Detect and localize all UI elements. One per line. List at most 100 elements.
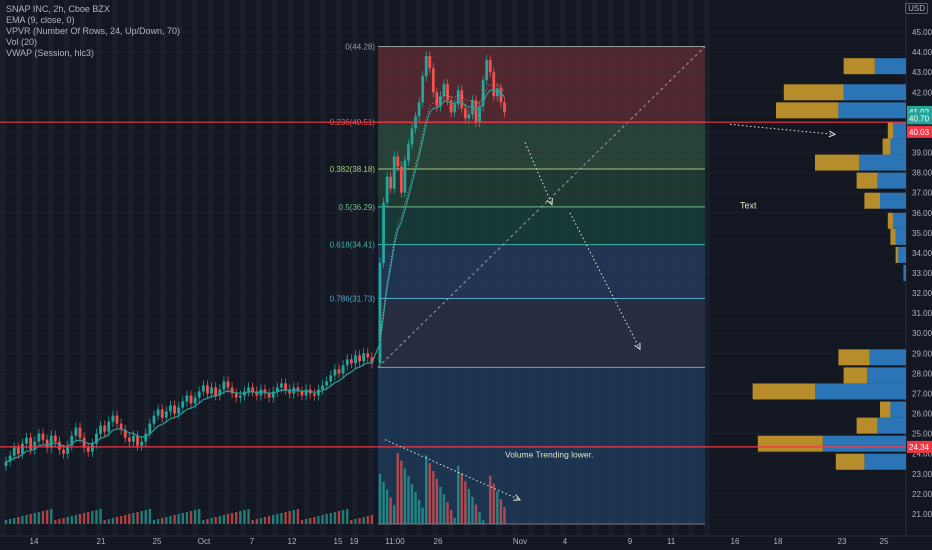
candle-body bbox=[267, 393, 271, 398]
fib-level-label: 0(44.28) bbox=[345, 42, 375, 51]
candle-body bbox=[181, 401, 185, 408]
candle-body bbox=[115, 415, 119, 424]
candle-body bbox=[86, 447, 90, 452]
candle-body bbox=[300, 391, 304, 396]
volume-bar bbox=[124, 515, 127, 524]
volume-bar bbox=[107, 519, 110, 524]
y-tick-label: 27.00 bbox=[912, 389, 932, 398]
candle-body bbox=[410, 128, 414, 145]
y-tick-label: 33.00 bbox=[912, 269, 932, 278]
volume-indicator-label[interactable]: Vol (20) bbox=[6, 37, 38, 47]
volume-bar bbox=[439, 486, 442, 524]
session-stripe bbox=[336, 0, 342, 536]
vpvr-up-bar bbox=[815, 383, 906, 400]
candle-body bbox=[197, 391, 201, 398]
volume-bar bbox=[474, 504, 478, 524]
fib-level-label: 0.382(38.18) bbox=[330, 165, 376, 174]
y-tick-label: 22.00 bbox=[912, 490, 932, 499]
vwap-indicator-label[interactable]: VWAP (Session, hlc3) bbox=[6, 48, 95, 58]
projection-arrow bbox=[569, 212, 641, 350]
volume-bar bbox=[25, 515, 28, 524]
session-stripe bbox=[208, 0, 214, 536]
candle-body bbox=[403, 160, 407, 193]
candle-body bbox=[144, 433, 148, 442]
symbol-title[interactable]: SNAP INC, 2h, Cboe BZX bbox=[6, 4, 110, 14]
fib-zone bbox=[378, 168, 705, 207]
volume-bar bbox=[442, 494, 446, 524]
x-tick-label: Nov bbox=[513, 537, 527, 546]
session-stripe bbox=[368, 0, 374, 536]
ema-indicator-label[interactable]: EMA (9, close, 0) bbox=[6, 15, 75, 25]
session-stripe bbox=[160, 0, 166, 536]
y-tick-label: 26.00 bbox=[912, 410, 932, 419]
candle-body bbox=[358, 355, 361, 362]
candle-body bbox=[37, 433, 41, 442]
y-tick-label: 35.00 bbox=[912, 229, 932, 238]
fib-level-label: 0.618(34.41) bbox=[330, 241, 376, 250]
vpvr-down-bar bbox=[856, 172, 878, 189]
price-label-box bbox=[907, 440, 932, 453]
fib-level-label: 0.786(31.73) bbox=[330, 295, 376, 304]
candle-body bbox=[177, 407, 181, 414]
candle-body bbox=[58, 441, 61, 450]
candle-body bbox=[421, 76, 425, 103]
volume-bar bbox=[276, 514, 279, 524]
candle-body bbox=[474, 100, 478, 123]
volume-bar bbox=[259, 518, 263, 524]
candle-body bbox=[456, 90, 460, 105]
candle-body bbox=[99, 425, 102, 434]
candle-body bbox=[467, 114, 471, 119]
volume-bar bbox=[489, 475, 492, 524]
x-tick-label: 25 bbox=[153, 537, 162, 546]
volume-bar bbox=[478, 512, 481, 524]
session-stripe bbox=[64, 0, 70, 536]
candle-body bbox=[349, 359, 353, 364]
candle-body bbox=[210, 387, 213, 394]
volume-bar bbox=[396, 453, 399, 524]
volume-bar bbox=[58, 519, 61, 524]
volume-bar bbox=[329, 513, 332, 524]
candle-body bbox=[481, 80, 485, 107]
vpvr-up-bar bbox=[893, 212, 906, 229]
vpvr-indicator-label[interactable]: VPVR (Number Of Rows, 24, Up/Down, 70) bbox=[6, 26, 181, 36]
candle-body bbox=[25, 437, 28, 444]
vpvr-down-bar bbox=[757, 435, 823, 452]
candle-body bbox=[16, 447, 20, 454]
candle-body bbox=[152, 415, 156, 424]
volume-bar bbox=[389, 497, 392, 524]
volume-bar bbox=[467, 489, 471, 524]
volume-bar bbox=[366, 516, 369, 524]
vpvr-down-bar bbox=[895, 246, 899, 263]
candle-body bbox=[396, 156, 400, 167]
volume-bar bbox=[156, 519, 160, 524]
volume-bar bbox=[300, 520, 304, 524]
volume-bar bbox=[284, 512, 287, 524]
volume-bar bbox=[292, 510, 295, 524]
price-label-text: 40.03 bbox=[909, 128, 930, 137]
candle-body bbox=[62, 449, 65, 454]
volume-bar bbox=[37, 512, 41, 524]
currency-button[interactable]: USD bbox=[905, 3, 928, 14]
candle-body bbox=[214, 387, 218, 396]
volume-annotation: Volume Trending lower. bbox=[505, 450, 593, 460]
candle-body bbox=[499, 88, 503, 103]
projection-arrow bbox=[384, 439, 521, 501]
volume-bar bbox=[4, 520, 8, 524]
vpvr-down-bar bbox=[887, 122, 893, 139]
volume-bar bbox=[481, 520, 485, 524]
volume-bar bbox=[382, 481, 385, 524]
candle-body bbox=[321, 385, 324, 390]
candle-body bbox=[366, 353, 370, 358]
session-stripe bbox=[32, 0, 38, 536]
candle-body bbox=[74, 427, 78, 436]
y-tick-label: 39.00 bbox=[912, 149, 932, 158]
candle-body bbox=[201, 385, 205, 392]
candle-body bbox=[431, 68, 435, 93]
candle-body bbox=[378, 262, 382, 364]
volume-bar bbox=[111, 518, 115, 524]
volume-bar bbox=[288, 511, 291, 524]
candle-body bbox=[275, 387, 279, 392]
candle-body bbox=[226, 381, 230, 388]
volume-bar bbox=[313, 517, 316, 524]
